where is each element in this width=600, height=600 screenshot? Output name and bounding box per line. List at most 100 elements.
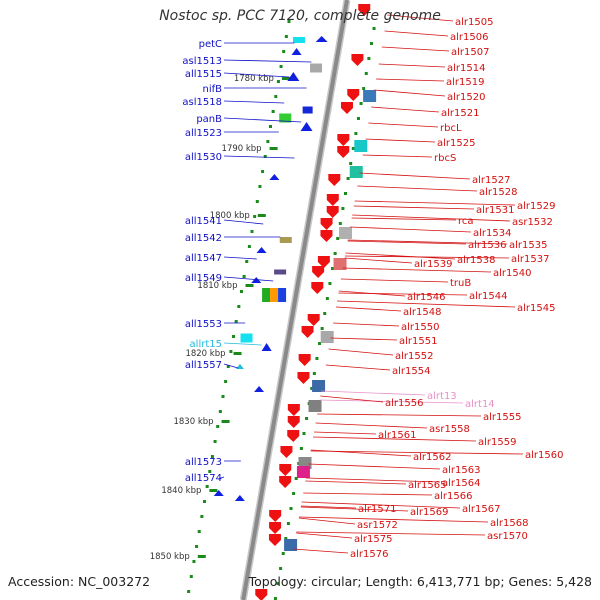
scale-dot	[276, 80, 280, 83]
gene-feature-minus	[279, 113, 292, 123]
leader-line	[321, 390, 426, 396]
gene-label-panB: panB	[196, 114, 222, 125]
leader-line	[223, 59, 312, 63]
scale-dot	[274, 95, 278, 98]
leader-line	[365, 138, 436, 143]
leader-line	[347, 239, 508, 245]
scale-dot	[261, 170, 265, 173]
scale-dot	[284, 537, 288, 540]
gene-label-rbcL: rbcL	[440, 123, 462, 134]
gene-label-alr1554: alr1554	[392, 366, 430, 377]
gene-label-alr1576: alr1576	[350, 549, 388, 560]
gene-feature-plus	[280, 446, 293, 458]
leader-line	[296, 532, 353, 539]
scale-dot	[354, 132, 358, 135]
leader-line	[325, 364, 391, 371]
gene-label-all1549: all1549	[185, 273, 222, 284]
gene-feature-minus	[274, 269, 287, 275]
scale-dot	[320, 327, 324, 330]
gene-feature-minus	[310, 63, 323, 73]
leader-line	[223, 342, 262, 346]
gene-feature-minus	[292, 37, 305, 43]
gene-feature-plus	[312, 380, 326, 392]
gene-label-alr1531: alr1531	[476, 205, 514, 216]
gene-label-alr1520: alr1520	[447, 92, 485, 103]
leader-line	[335, 306, 402, 312]
leader-line	[317, 413, 482, 417]
gene-label-nifB: nifB	[203, 84, 223, 95]
gene-label-alr1525: alr1525	[437, 138, 475, 149]
scale-dot	[221, 395, 225, 398]
scale-dot	[187, 590, 191, 593]
leader-line	[301, 501, 461, 509]
gene-feature-plus	[328, 174, 341, 186]
leader-line	[310, 449, 412, 457]
gene-label-all1515: all1515	[185, 69, 222, 80]
leader-line	[340, 278, 449, 283]
gene-feature-plus	[284, 539, 298, 551]
scale-tick	[245, 284, 254, 287]
gene-label-alr1565: alr1565	[408, 480, 446, 491]
leader-line	[223, 155, 295, 159]
gene-feature-plus	[296, 466, 310, 478]
leader-line	[337, 300, 516, 308]
scale-tick	[269, 147, 278, 150]
scale-dot	[224, 380, 228, 383]
gene-feature-minus	[261, 343, 272, 351]
scale-dot	[367, 57, 371, 60]
gene-label-asr1572: asr1572	[357, 520, 398, 531]
scale-dot	[247, 245, 251, 248]
leader-line	[338, 292, 468, 296]
gene-label-asr1558: asr1558	[429, 424, 470, 435]
leader-line	[344, 257, 413, 264]
gene-label-asr1570: asr1570	[487, 531, 528, 542]
gene-label-all1523: all1523	[185, 128, 222, 139]
gene-feature-minus	[291, 48, 302, 55]
scale-dot	[253, 215, 257, 218]
gene-label-alr1551: alr1551	[399, 336, 437, 347]
leader-line	[298, 517, 356, 525]
scale-dot	[208, 470, 212, 473]
gene-feature-plus	[279, 464, 292, 476]
scale-dot	[312, 372, 316, 375]
scale-dot	[273, 597, 277, 600]
scale-dot	[216, 425, 220, 428]
scale-tick	[197, 555, 206, 558]
gene-feature-plus	[347, 89, 360, 101]
scale-dot	[282, 50, 286, 53]
leader-line	[362, 154, 433, 158]
leader-line	[223, 72, 290, 78]
scale-dot	[237, 305, 241, 308]
leader-line	[313, 436, 477, 442]
genome-backbone	[241, 0, 349, 600]
gene-label-alr1527: alr1527	[472, 175, 510, 186]
scale-dot	[189, 575, 193, 578]
gene-label-alr1555: alr1555	[483, 412, 521, 423]
scale-dot	[305, 417, 309, 420]
gene-feature-minus	[262, 288, 271, 302]
gene-label-alr1538: alr1538	[457, 255, 495, 266]
leader-line	[310, 450, 524, 455]
gene-label-alr1567: alr1567	[462, 504, 500, 515]
leader-line	[320, 395, 384, 403]
leader-line	[345, 252, 456, 260]
gene-feature-plus	[268, 534, 281, 546]
gene-feature-plus	[287, 404, 300, 416]
scale-dot	[242, 275, 246, 278]
gene-label-alr1507: alr1507	[451, 47, 489, 58]
scale-dot	[266, 140, 270, 143]
gene-feature-plus	[287, 416, 300, 428]
scale-tick	[221, 420, 230, 423]
scale-dot	[359, 102, 363, 105]
scale-tick-label: 1850 kbp	[150, 552, 190, 562]
gene-label-alr1568: alr1568	[490, 518, 528, 529]
gene-label-all1530: all1530	[185, 152, 222, 163]
leader-line	[223, 219, 264, 225]
leader-line	[313, 431, 377, 435]
scale-dot	[364, 72, 368, 75]
gene-feature-minus	[269, 174, 280, 180]
gene-label-alr1506: alr1506	[450, 32, 488, 43]
leader-line	[347, 240, 467, 245]
gene-feature-plus	[287, 430, 300, 442]
